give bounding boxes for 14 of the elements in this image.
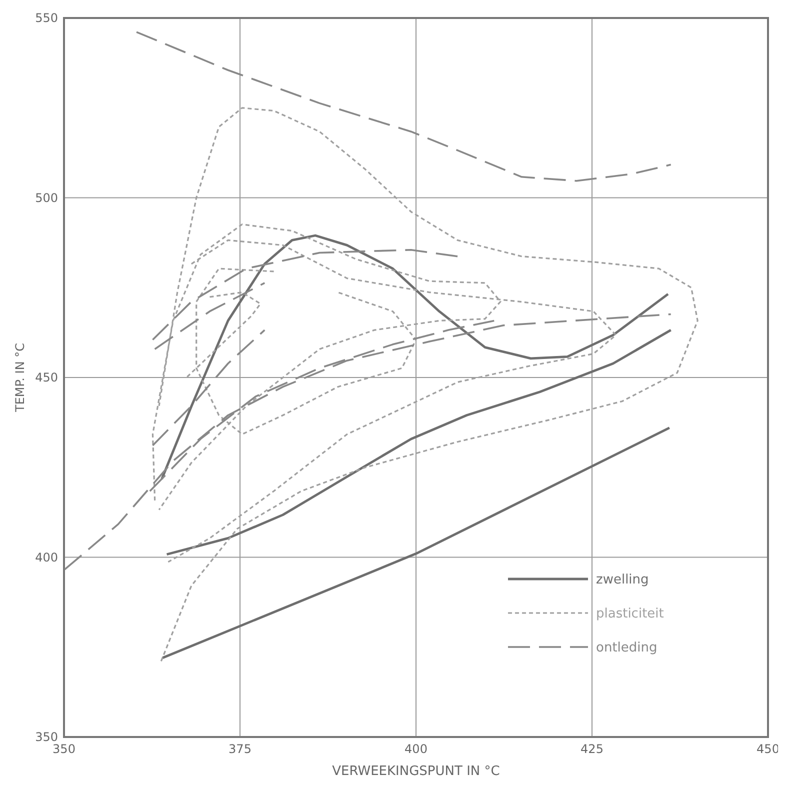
x-tick-label: 375 — [228, 742, 252, 756]
y-tick-label: 450 — [35, 370, 58, 385]
y-tick-label: 550 — [35, 11, 58, 26]
x-tick-label: 350 — [52, 742, 76, 756]
x-tick-label: 425 — [580, 742, 604, 756]
y-axis-title: TEMP. IN °C — [13, 343, 27, 413]
y-tick-label: 400 — [35, 550, 58, 564]
y-tick-label: 350 — [35, 730, 58, 744]
x-tick-label: 400 — [404, 742, 428, 756]
x-axis-title: VERWEEKINGSPUNT IN °C — [332, 764, 500, 779]
text: ontleding — [596, 640, 658, 656]
text: zwelling — [596, 572, 649, 588]
text: plasticiteit — [596, 606, 664, 622]
y-tick-label: 500 — [35, 190, 58, 205]
